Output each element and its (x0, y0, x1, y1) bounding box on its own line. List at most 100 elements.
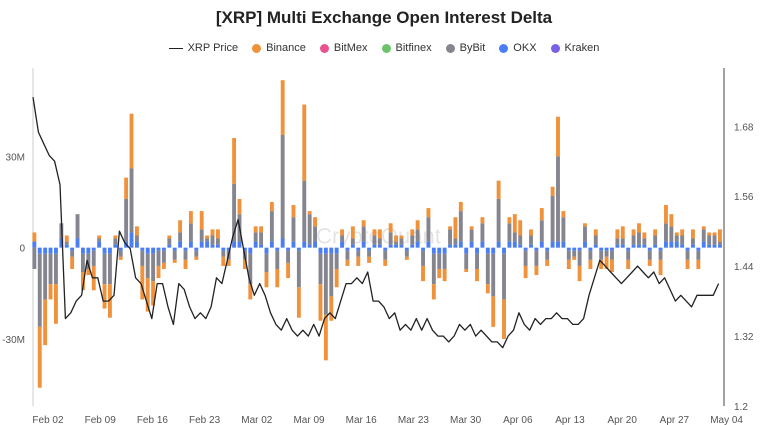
bar-segment-binance (469, 226, 474, 230)
bar-segment-okx (539, 241, 544, 248)
bar-segment-okx (151, 247, 156, 254)
bar-segment-okx (647, 247, 652, 251)
bar-segment-binance (566, 259, 571, 269)
bar-segment-bybit (118, 250, 123, 257)
bar-segment-bybit (253, 232, 258, 242)
bar-segment-binance (259, 226, 264, 233)
legend-label: OKX (513, 42, 537, 54)
bar-segment-binance (442, 268, 447, 282)
bar-segment-okx (496, 241, 501, 248)
bar-segment-binance (615, 229, 620, 239)
bar-segment-bybit (345, 250, 350, 260)
bar-segment-bybit (701, 229, 706, 242)
bar-segment-bybit (64, 241, 69, 245)
bar-segment-okx (264, 247, 269, 254)
legend-item[interactable]: Kraken (550, 42, 599, 54)
bar-segment-bybit (561, 217, 566, 242)
bar-segment-binance (534, 265, 539, 276)
bar-segment-binance (599, 259, 604, 269)
bar-segment-okx (129, 232, 134, 248)
bar-segment-binance (658, 259, 663, 276)
bar-segment-binance (356, 256, 361, 266)
bar-segment-binance (345, 259, 350, 266)
bar-segment-bybit (680, 235, 685, 245)
bar-segment-binance (383, 259, 388, 266)
left-tick-label: -30M (2, 335, 25, 346)
bar-segment-binance (54, 284, 58, 324)
bar-segment-bybit (97, 238, 102, 242)
right-tick-label: 1.56 (734, 192, 754, 203)
legend-item[interactable]: OKX (499, 42, 537, 54)
bar-segment-binance (210, 229, 215, 236)
bar-segment-binance (367, 256, 371, 263)
bar-segment-okx (421, 247, 425, 251)
bar-segment-okx (242, 247, 247, 251)
bar-segment-okx (404, 247, 409, 251)
bar-segment-bybit (145, 253, 150, 279)
x-tick-label: Feb 09 (85, 415, 117, 425)
legend-item[interactable]: ByBit (445, 42, 485, 54)
bar-segment-binance (86, 268, 91, 276)
bar-segment-binance (237, 198, 242, 215)
bar-segment-okx (167, 244, 172, 248)
bar-segment-binance (318, 284, 323, 321)
bar-segment-bybit (107, 253, 112, 285)
bar-segment-bybit (669, 226, 674, 242)
bar-segment-binance (269, 201, 274, 212)
bar-segment-bybit (340, 235, 345, 242)
bar-segment-binance (507, 217, 512, 224)
bar-segment-bybit (453, 238, 458, 245)
bar-segment-binance (620, 226, 625, 239)
bar-segment-binance (199, 211, 204, 230)
legend-item[interactable]: XRP Price (168, 42, 238, 54)
legend-swatch (445, 43, 455, 53)
legend-item[interactable]: BitMex (319, 42, 368, 54)
legend-label: Binance (266, 42, 306, 54)
bar-segment-binance (129, 113, 134, 169)
bar-segment-okx (529, 244, 533, 248)
bar-segment-okx (183, 247, 188, 251)
bar-segment-bybit (291, 217, 296, 242)
bar-segment-binance (242, 259, 247, 269)
bar-segment-bybit (388, 232, 393, 245)
bar-segment-binance (448, 226, 452, 230)
bar-segment-okx (599, 247, 604, 251)
bar-segment-okx (566, 247, 571, 251)
bar-segment-okx (664, 241, 668, 248)
bar-segment-bybit (302, 180, 307, 242)
bar-segment-bybit (550, 195, 555, 242)
bar-segment-okx (86, 247, 91, 254)
legend-item[interactable]: Bitfinex (381, 42, 432, 54)
x-tick-label: Feb 16 (137, 415, 169, 425)
bar-segment-okx (561, 241, 566, 248)
bar-segment-binance (80, 272, 85, 291)
bar-segment-okx (210, 244, 215, 248)
bar-segment-binance (475, 268, 479, 282)
bar-segment-okx (718, 244, 722, 248)
bar-segment-okx (583, 241, 587, 248)
bar-segment-bybit (458, 211, 463, 242)
bar-segment-bybit (707, 235, 712, 245)
bar-segment-okx (642, 244, 647, 248)
bar-segment-binance (102, 284, 107, 309)
bar-segment-bybit (577, 250, 582, 266)
bar-segment-okx (140, 247, 145, 251)
bar-segment-binance (631, 229, 636, 236)
bar-segment-okx (610, 247, 614, 251)
bar-segment-okx (701, 241, 706, 248)
bar-segment-okx (685, 247, 690, 251)
bar-segment-binance (221, 256, 226, 266)
bar-segment-bybit (615, 238, 620, 245)
bar-segment-bybit (653, 235, 658, 245)
bar-segment-binance (642, 232, 647, 239)
bar-segment-binance (458, 201, 463, 212)
bar-segment-okx (399, 244, 404, 248)
bar-segment-bybit (129, 168, 134, 233)
bar-segment-bybit (572, 250, 577, 257)
bar-segment-bybit (410, 235, 415, 245)
bar-segment-binance (361, 220, 366, 227)
bar-segment-binance (296, 287, 301, 318)
bar-segment-okx (637, 244, 641, 248)
bar-segment-okx (226, 247, 231, 251)
legend-item[interactable]: Binance (252, 42, 306, 54)
